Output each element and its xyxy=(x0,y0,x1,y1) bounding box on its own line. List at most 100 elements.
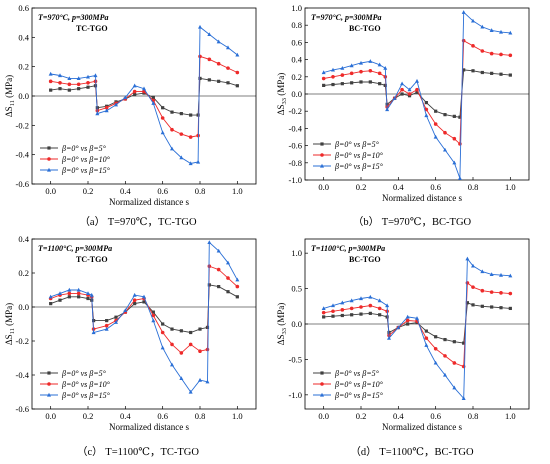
data-point xyxy=(340,300,345,305)
data-point xyxy=(383,83,387,87)
data-point xyxy=(368,311,372,315)
data-point xyxy=(462,341,466,345)
condition-label: T=970°C, p=300MPa xyxy=(38,13,109,22)
data-point xyxy=(67,291,72,296)
data-point xyxy=(104,323,109,328)
data-point xyxy=(205,325,210,329)
data-point xyxy=(452,361,457,365)
data-point xyxy=(86,291,90,295)
data-point xyxy=(142,294,146,299)
data-point xyxy=(132,89,137,94)
data-point xyxy=(226,45,230,50)
data-point xyxy=(216,39,221,44)
x-tick-label: 0.8 xyxy=(195,186,206,196)
data-point xyxy=(198,349,202,354)
data-point xyxy=(489,28,494,32)
data-point xyxy=(58,87,62,91)
data-point xyxy=(77,87,81,91)
x-tick-label: 0.2 xyxy=(83,411,94,421)
data-point xyxy=(340,313,344,318)
x-tick-label: 0.4 xyxy=(120,411,131,421)
data-point xyxy=(471,263,475,268)
data-point xyxy=(58,73,62,78)
data-point xyxy=(179,155,184,160)
data-point xyxy=(67,82,72,87)
data-point xyxy=(508,291,513,296)
data-point xyxy=(407,87,412,92)
data-point xyxy=(91,330,96,335)
legend-marker xyxy=(320,382,324,386)
data-point xyxy=(160,130,165,135)
panel-caption: （c） T=1100℃，TC-TGO xyxy=(77,446,199,458)
data-point xyxy=(396,325,401,330)
data-point xyxy=(58,81,62,85)
data-point xyxy=(377,71,382,76)
chart-panel-3: 0.0 0.2 0.4 0.6 0.8 1.0-0.6-0.4-0.20.00.20.4N… xyxy=(4,234,257,432)
y-tick-label: -0.8 xyxy=(289,158,302,168)
data-point xyxy=(405,318,410,323)
data-point xyxy=(471,44,475,48)
data-point xyxy=(443,354,447,358)
x-tick-label: 0.2 xyxy=(356,411,367,421)
data-point xyxy=(415,90,419,94)
y-tick-label: 0.6 xyxy=(18,3,29,13)
data-point xyxy=(226,260,230,265)
data-point xyxy=(359,80,363,84)
data-point xyxy=(216,248,221,253)
data-point xyxy=(86,74,90,79)
data-point xyxy=(114,320,118,324)
data-point xyxy=(471,18,475,23)
data-point xyxy=(499,52,503,57)
x-tick-label: 0.6 xyxy=(430,182,441,192)
data-point xyxy=(198,377,202,382)
data-point xyxy=(104,105,109,110)
data-point xyxy=(114,315,118,319)
data-point xyxy=(489,51,494,56)
y-tick-label: 0.0 xyxy=(291,89,302,99)
data-point xyxy=(331,67,335,72)
data-point xyxy=(93,73,98,78)
data-point xyxy=(480,269,485,274)
data-point xyxy=(480,288,485,293)
y-tick-label: 1.0 xyxy=(291,248,302,258)
y-tick-label: 0.2 xyxy=(18,268,29,278)
data-point xyxy=(170,342,174,347)
y-tick-label: -0.4 xyxy=(16,150,30,160)
data-point xyxy=(188,135,193,139)
data-point xyxy=(170,327,174,331)
legend-marker xyxy=(47,371,51,375)
data-point xyxy=(368,294,373,299)
data-point xyxy=(480,49,485,53)
data-point xyxy=(189,113,193,117)
data-point xyxy=(377,62,382,67)
data-point xyxy=(400,92,404,96)
data-point xyxy=(235,52,240,57)
data-point xyxy=(322,315,326,319)
data-point xyxy=(461,10,466,14)
data-point xyxy=(95,111,100,116)
data-point xyxy=(160,330,165,335)
data-point xyxy=(465,281,470,285)
y-tick-label: -0.4 xyxy=(289,123,303,133)
data-point xyxy=(349,298,354,303)
data-point xyxy=(160,116,165,120)
data-point xyxy=(368,303,373,308)
y-tick-label: 0.6 xyxy=(291,37,302,47)
data-point xyxy=(198,24,202,29)
data-point xyxy=(458,115,462,119)
data-point xyxy=(508,306,512,311)
legend-entry: β=0° vs β=10° xyxy=(61,380,111,389)
data-point xyxy=(170,362,174,367)
legend-entry: β=0° vs β=10° xyxy=(61,155,111,164)
data-point xyxy=(458,142,462,146)
legend-entry: β=0° vs β=15° xyxy=(334,162,384,171)
data-point xyxy=(207,32,212,36)
interface-label: TC-TGO xyxy=(76,255,108,264)
data-point xyxy=(76,76,81,80)
data-point xyxy=(86,81,90,85)
x-tick-label: 0.4 xyxy=(393,182,404,192)
data-point xyxy=(385,303,390,308)
y-tick-label: -0.6 xyxy=(16,404,29,414)
data-point xyxy=(132,83,137,88)
data-point xyxy=(331,82,335,87)
